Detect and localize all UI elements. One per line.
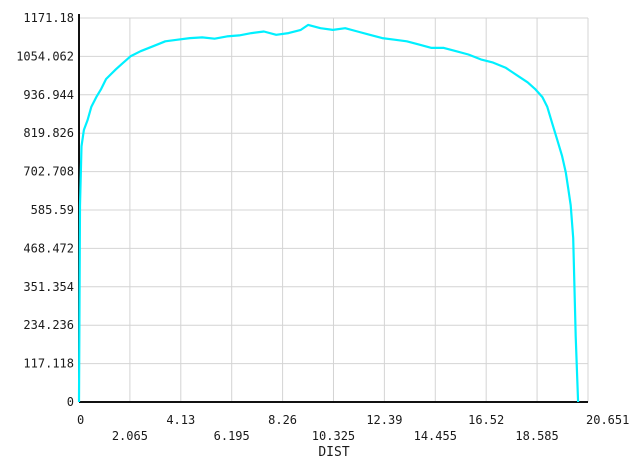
x-tick-label: 18.585 (515, 429, 558, 443)
series-line (77, 23, 580, 403)
x-tick-label: 20.651 (586, 413, 629, 427)
chart-grid (78, 17, 589, 403)
y-tick-label: 1171.18 (23, 11, 74, 25)
y-tick-label: 351.354 (23, 280, 74, 294)
x-tick-label: 16.52 (468, 413, 504, 427)
y-axis-ticks: 0 117.118 234.236 351.354 468.472 585.59 702.7… (16, 11, 74, 409)
y-tick-label: 702.708 (23, 165, 74, 179)
x-tick-label: 10.325 (312, 429, 355, 443)
y-tick-label: 0 (67, 395, 74, 409)
x-tick-label: 6.195 (214, 429, 250, 443)
x-tick-label: 8.26 (268, 413, 297, 427)
y-tick-label: 936.944 (23, 88, 74, 102)
x-axis-ticks: 0 4.13 8.26 12.39 16.52 20.651 2.065 6.195 10.32… (77, 413, 629, 443)
x-tick-label: 12.39 (366, 413, 402, 427)
x-axis-label: DIST (318, 445, 349, 460)
x-tick-label: 0 (77, 413, 84, 427)
y-tick-label: 468.472 (23, 241, 74, 255)
y-tick-label: 234.236 (23, 318, 74, 332)
x-tick-label: 14.455 (414, 429, 457, 443)
y-tick-label: 1054.062 (16, 49, 74, 63)
y-tick-label: 585.59 (31, 203, 74, 217)
x-tick-label: 4.13 (166, 413, 195, 427)
y-tick-label: 117.118 (23, 357, 74, 371)
x-tick-label: 2.065 (112, 429, 148, 443)
chart-series (77, 23, 580, 403)
y-tick-label: 819.826 (23, 126, 74, 140)
